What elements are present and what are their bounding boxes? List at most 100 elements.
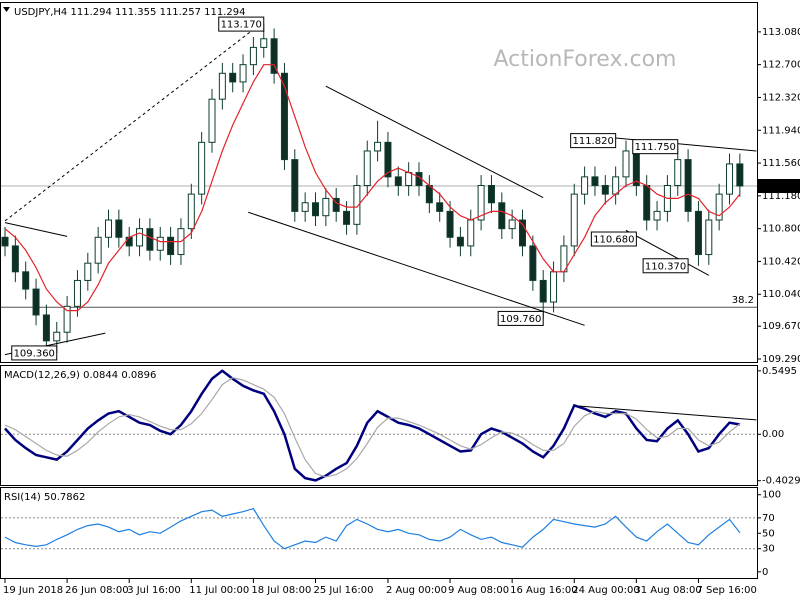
candle-body [260,38,268,48]
candle-body [84,262,92,281]
x-tick-label: 9 Aug 08:00 [448,585,509,596]
x-tick-label: 25 Jul 16:00 [314,585,374,596]
panel-frame [0,365,758,486]
candle-body [612,176,620,195]
candle-body [674,159,682,186]
candle-body [498,202,506,230]
candle-body [487,184,495,204]
candle-body [632,150,640,186]
x-tick-label: 7 Sep 16:00 [696,585,756,596]
candle-body [146,228,154,251]
candle-body [374,141,382,152]
candle-body [508,219,516,230]
candle-body [229,72,237,83]
candle-body [591,176,599,186]
indicator-name: RSI(14) [4,492,41,503]
trendline [625,229,710,276]
candle-body [280,72,288,161]
y-tick-label: 112.700 [762,60,800,71]
price-label: 113.170 [221,20,262,31]
candle-body [601,184,609,195]
candle-body [581,176,589,195]
candle-body [167,236,175,256]
candle-body [539,279,547,303]
candle-body [446,210,454,238]
candle-body [736,163,744,187]
candle-body [32,288,40,316]
price-label-box [497,310,544,326]
candle-body [136,228,144,247]
candle-body [705,219,713,256]
candle-body [726,163,733,195]
current-price-label: 111.294 [761,182,800,193]
candle-body [684,159,692,212]
x-tick-label: 16 Aug 16:00 [510,585,577,596]
candle-body [73,279,81,307]
price-label: 109.760 [500,314,541,325]
price-label: 111.820 [572,136,613,147]
price-label: 111.750 [635,142,676,153]
y-tick-label: 0.5495 [762,366,797,377]
candle-body [208,98,216,143]
candle-body [198,141,206,195]
y-tick-label: 0.00 [762,429,784,440]
candle-body [312,202,319,217]
price-label-box [590,231,637,247]
candle-body [291,159,299,212]
candle-body [63,305,71,333]
menu-arrow [3,7,10,12]
candle-body [425,184,433,204]
x-tick-label: 18 Jul 08:00 [251,585,311,596]
candle-body [11,245,19,273]
price-label: 110.680 [593,235,634,246]
candle-body [477,184,485,221]
current-price-tag [757,179,800,194]
y-tick-label: 110.420 [762,256,800,267]
price-label-box [632,139,679,155]
y-tick-label: 100 [762,490,781,501]
candle-body [42,314,50,342]
candle-body [218,72,226,100]
candle-body [363,150,371,186]
header-value: 50.7862 [44,492,85,503]
candle-body [570,193,578,247]
candle-body [653,210,661,221]
header-value: 111.294 [204,7,245,18]
candle-body [405,172,413,186]
candle-body [270,38,278,74]
watermark: ActionForex.com [494,47,677,72]
candle-body [187,193,195,230]
y-tick-label: 70 [762,513,775,524]
candle-body [301,202,309,212]
indicator-name: MACD(12,26,9) [4,370,80,381]
y-tick-label: -0.4029 [762,476,800,487]
y-tick-label: 109.290 [762,354,800,365]
candle-body [322,197,330,217]
candle-body [529,245,537,281]
x-tick-label: 19 Jun 2018 [3,585,63,596]
candle-body [622,150,630,178]
header-value: 0.0896 [121,370,156,381]
header-value: 0.0844 [83,370,118,381]
trendline [248,211,585,326]
candle-body [94,236,102,264]
candle-body [715,193,723,221]
price-label-box [570,133,617,149]
candle-body [105,219,112,238]
indicator-line [4,369,741,482]
candle-body [643,184,651,221]
candle-body [519,219,526,247]
candle-body [22,271,30,290]
y-tick-label: 30 [762,544,775,555]
panel-header: USDJPY,H4 111.294 111.355 111.257 111.29… [14,7,245,18]
candle-body [394,176,402,186]
candle-body [384,141,392,178]
x-tick-label: 3 Jul 16:00 [127,585,181,596]
y-tick-label: 110.800 [762,224,800,235]
candle-body [1,236,9,247]
moving-average [4,64,741,312]
candle-body [125,236,133,247]
trendline [578,405,757,421]
candle-body [467,219,475,247]
y-tick-label: 109.670 [762,321,800,332]
